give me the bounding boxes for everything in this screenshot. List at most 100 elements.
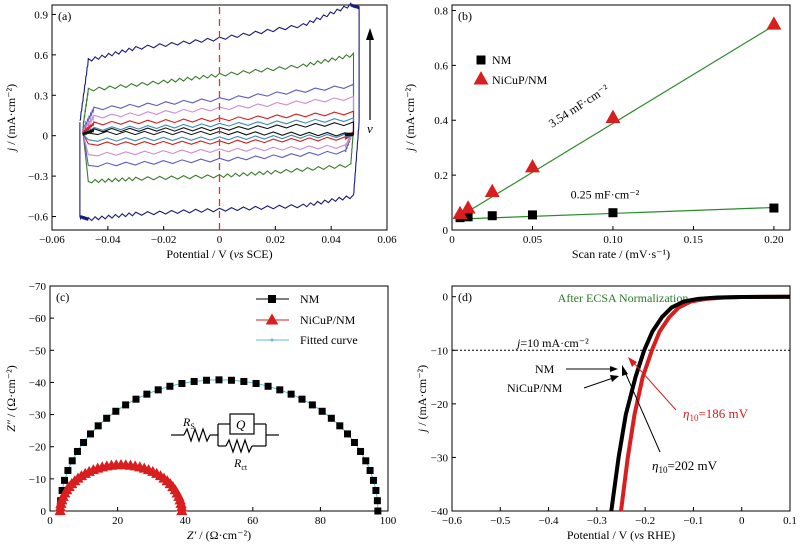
- x-tick-label: −0.04: [95, 234, 121, 246]
- data-point: [373, 497, 381, 505]
- y-tick-label: 0.9: [34, 9, 48, 21]
- data-point: [527, 210, 537, 220]
- data-point: [484, 183, 500, 198]
- y-tick-label: −30: [29, 410, 47, 422]
- data-point: [178, 379, 186, 387]
- legend-marker-nm: [476, 55, 486, 65]
- data-point: [103, 414, 111, 422]
- data-point: [344, 430, 352, 438]
- cv-curve-0: [79, 2, 360, 222]
- data-point: [318, 407, 326, 415]
- y-tick-label: −70: [29, 281, 47, 293]
- data-point: [227, 376, 235, 384]
- panel-a: −0.06 −0.04 −0.02 0 0.02 0.04 0.06 −0.6 −0.3 0 0.3…: [4, 2, 397, 261]
- data-point: [525, 159, 540, 173]
- data-point: [327, 414, 335, 422]
- nm-curve-label: NM: [535, 362, 555, 376]
- panel-c: 0 20 40 60 80 100 0 −10 −20 −30 −40 −50 −60 −70 (c) NM N…: [4, 281, 397, 542]
- x-tick-label: −0.5: [490, 515, 510, 527]
- x-tick-label: 60: [247, 515, 259, 527]
- y-tick-label: 0: [443, 292, 449, 304]
- legend-label-nm: NM: [492, 53, 512, 67]
- data-point: [769, 203, 779, 213]
- data-point: [64, 466, 72, 474]
- y-tick-label: 0.3: [34, 90, 48, 102]
- y-axis-label: j / (mA·cm⁻²): [4, 84, 18, 153]
- x-tick-label: −0.6: [442, 515, 462, 527]
- data-point: [264, 382, 272, 390]
- data-point: [366, 466, 374, 474]
- reference-line-label: j=10 mA·cm⁻²: [515, 336, 589, 350]
- eta-nm-arrow-head: [622, 365, 628, 376]
- data-point: [276, 386, 284, 394]
- legend-marker-nicup: [473, 71, 489, 85]
- y-axis-label: j / (mA·cm⁻²): [403, 84, 417, 153]
- x-tick-label: 0.1: [783, 515, 797, 527]
- y-tick-label: −20: [29, 442, 47, 454]
- y-tick-label: −50: [29, 345, 47, 357]
- x-tick-label: 20: [112, 515, 124, 527]
- chart-title: After ECSA Normalization: [558, 291, 689, 305]
- x-tick-label: 0.20: [764, 234, 784, 246]
- rct-resistor: [225, 438, 253, 454]
- data-point: [362, 457, 370, 465]
- x-tick-label: 0.04: [322, 234, 342, 246]
- data-point: [176, 505, 188, 516]
- y-tick-label: −20: [431, 399, 449, 411]
- data-point: [372, 486, 380, 494]
- x-axis-label: Potential / V (vs SCE): [166, 247, 272, 261]
- plot-frame: [49, 285, 389, 512]
- rs-resistor: [183, 427, 211, 443]
- data-point: [86, 430, 94, 438]
- scan-rate-arrow-head: [366, 28, 374, 40]
- scan-rate-arrow-label: v: [367, 121, 373, 136]
- x-tick-label: −0.4: [539, 515, 559, 527]
- legend-label-nm: NM: [300, 292, 320, 306]
- data-point: [166, 382, 174, 390]
- data-point: [203, 376, 211, 384]
- data-point: [460, 200, 476, 214]
- data-point: [143, 390, 151, 398]
- data-point: [252, 379, 260, 387]
- data-point: [308, 401, 316, 409]
- y-axis-label: j / (mA·cm⁻²): [415, 365, 429, 434]
- eta-nm-arrow-shaft: [624, 371, 661, 453]
- capacitance-label: 0.25 mF·cm⁻²: [571, 187, 640, 201]
- x-tick-label: −0.1: [683, 515, 703, 527]
- panel-label: (b): [458, 9, 472, 23]
- nm-arrow-head: [610, 366, 618, 372]
- capacitance-label: 3.54 mF·cm⁻²: [546, 81, 611, 130]
- eta-nm-label: η10=202 mV: [652, 458, 718, 475]
- nicup-curve-label: NiCuP/NM: [507, 381, 563, 395]
- eta-nicup-label: η10=186 mV: [683, 406, 749, 423]
- data-point: [215, 376, 223, 384]
- y-tick-label: 0: [41, 506, 47, 518]
- panel-b: 0 0.05 0.10 0.15 0.20 0 0.2 0.4 0.6 0.8 (b) NM NiCuP…: [403, 4, 791, 261]
- nicup-arrow-shaft: [583, 377, 614, 389]
- y-tick-label: 0.6: [34, 50, 48, 62]
- legend-label-fit: Fitted curve: [300, 333, 358, 347]
- panel-label: (a): [58, 9, 71, 23]
- x-axis-label: Potential / V (vs RHE): [567, 528, 675, 542]
- data-point: [369, 476, 377, 484]
- panel-label: (d): [458, 290, 472, 304]
- panel-d: −0.6 −0.5 −0.4 −0.3 −0.2 −0.1 0 0.1 0 −10 −20 −30 −4…: [415, 285, 797, 542]
- legend-label-nicup: NiCuP/NM: [492, 73, 548, 87]
- data-point: [190, 377, 198, 385]
- data-point: [374, 507, 382, 515]
- y-tick-label: 0: [443, 225, 449, 237]
- polarization-curve: [619, 294, 791, 512]
- y-tick-label: −60: [29, 313, 47, 325]
- x-tick-label: 0: [449, 234, 455, 246]
- data-point: [68, 457, 76, 465]
- x-tick-label: 40: [180, 515, 192, 527]
- data-point: [350, 438, 358, 446]
- x-tick-label: 0.05: [523, 234, 543, 246]
- data-point: [287, 390, 295, 398]
- y-tick-label: −40: [431, 506, 449, 518]
- polarization-curve: [609, 294, 791, 512]
- data-point: [605, 109, 621, 123]
- nicup-arrow-head: [610, 375, 619, 382]
- legend-marker-fit: [270, 338, 274, 342]
